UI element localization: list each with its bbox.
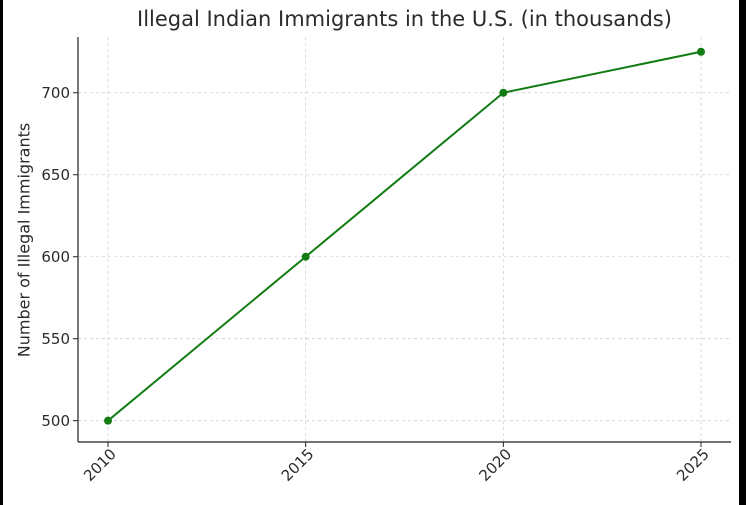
x-tick-label: 2015	[278, 445, 318, 485]
data-point-marker	[301, 252, 310, 261]
y-tick-label: 700	[41, 84, 70, 102]
x-tick-label: 2010	[80, 445, 120, 485]
series-layer	[104, 47, 705, 425]
x-tick-label: 2025	[673, 445, 713, 485]
grid-layer	[78, 37, 731, 442]
data-point-marker	[499, 88, 508, 97]
y-tick-label: 550	[41, 330, 70, 348]
x-tick-label: 2020	[475, 445, 515, 485]
chart-title: Illegal Indian Immigrants in the U.S. (i…	[137, 7, 672, 31]
chart-container: 500 550 600 650 700 2010 2015 2020 2025 Illegal …	[3, 0, 739, 505]
y-axis-label: Number of Illegal Immigrants	[14, 122, 34, 358]
y-tick-label: 500	[41, 412, 70, 430]
ticks-layer: 500 550 600 650 700 2010 2015 2020 2025	[41, 84, 712, 485]
axes-layer	[77, 37, 731, 443]
line-chart: 500 550 600 650 700 2010 2015 2020 2025	[41, 37, 731, 485]
y-tick-label: 650	[41, 166, 70, 184]
y-tick-label: 600	[41, 248, 70, 266]
data-point-marker	[104, 416, 112, 425]
data-point-marker	[697, 47, 705, 56]
series-line	[107, 50, 702, 422]
